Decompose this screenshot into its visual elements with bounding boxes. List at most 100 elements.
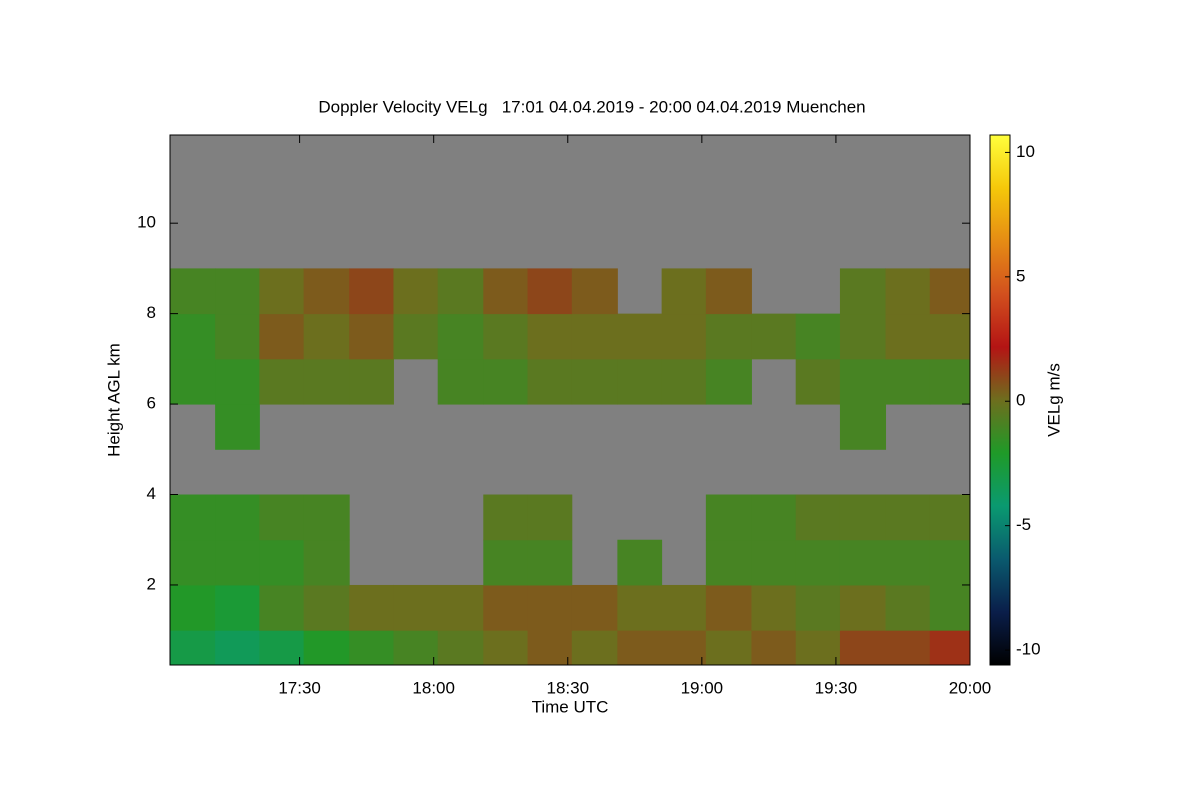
heatmap-cell (751, 313, 797, 360)
x-tick-label: 20:00 (949, 678, 992, 697)
heatmap-cell (215, 630, 260, 665)
heatmap-cell (259, 358, 305, 405)
heatmap-cell (751, 584, 797, 631)
heatmap-cell (929, 358, 970, 405)
heatmap-cell (705, 584, 752, 631)
heatmap-cell (885, 494, 931, 541)
heatmap-cell (751, 539, 797, 586)
heatmap-cell (527, 539, 573, 586)
x-tick-label: 19:00 (681, 678, 724, 697)
heatmap-cell (617, 630, 663, 665)
heatmap-cell (437, 313, 484, 360)
heatmap-cell (527, 494, 573, 541)
heatmap-cell (483, 268, 529, 315)
heatmap-cell (795, 539, 841, 586)
colorbar-tick-label: 10 (1016, 142, 1035, 161)
heatmap-cell (303, 268, 350, 315)
heatmap-cell (795, 358, 841, 405)
y-tick-label: 6 (147, 394, 156, 413)
heatmap-cell (349, 313, 394, 360)
heatmap-cell (303, 584, 350, 631)
heatmap-cell (527, 268, 573, 315)
plot-frame (169, 134, 971, 666)
heatmap-cell (259, 539, 305, 586)
heatmap-cell (795, 494, 841, 541)
heatmap-cell (929, 494, 970, 541)
heatmap-cell (393, 630, 439, 665)
heatmap-cell (393, 268, 439, 315)
heatmap-cell (259, 494, 305, 541)
heatmap-cell (839, 630, 887, 665)
heatmap-cell (483, 539, 529, 586)
heatmap-cell (929, 539, 970, 586)
heatmap-cell (661, 313, 707, 360)
heatmap-cell (661, 584, 707, 631)
heatmap-cell (349, 268, 394, 315)
heatmap-cell (661, 630, 707, 665)
heatmap-cell (705, 358, 752, 405)
heatmap-cell (259, 584, 305, 631)
y-axis-label: Height AGL km (104, 343, 123, 457)
heatmap-cell (617, 539, 663, 586)
heatmap-cell (705, 494, 752, 541)
heatmap-cell (885, 630, 931, 665)
heatmap-cell (571, 313, 618, 360)
heatmap-cell (303, 313, 350, 360)
heatmap-cell (705, 539, 752, 586)
heatmap-cell (215, 358, 260, 405)
y-tick-label: 10 (137, 213, 156, 232)
heatmap-cell (170, 539, 216, 586)
heatmap-cell (259, 268, 305, 315)
heatmap-cell (571, 630, 618, 665)
heatmap-cell (571, 358, 618, 405)
x-tick-label: 18:00 (412, 678, 455, 697)
chart-title: Doppler Velocity VELg 17:01 04.04.2019 -… (318, 97, 865, 116)
heatmap-cells (170, 268, 970, 665)
heatmap-cell (393, 584, 439, 631)
heatmap-cell (437, 584, 484, 631)
heatmap-cell (795, 313, 841, 360)
heatmap-cell (527, 630, 573, 665)
heatmap-cell (617, 358, 663, 405)
heatmap-cell (885, 268, 931, 315)
heatmap-cell (303, 539, 350, 586)
heatmap-cell (349, 630, 394, 665)
x-tick-label: 17:30 (278, 678, 321, 697)
heatmap-cell (751, 630, 797, 665)
heatmap-cell (751, 494, 797, 541)
heatmap-cell (215, 268, 260, 315)
heatmap-cell (259, 313, 305, 360)
heatmap-cell (170, 494, 216, 541)
colorbar-tick-label: 0 (1016, 391, 1025, 410)
heatmap-cell (795, 584, 841, 631)
x-tick-label: 19:30 (815, 678, 858, 697)
heatmap-cell (885, 313, 931, 360)
heatmap-cell (170, 584, 216, 631)
heatmap-cell (483, 313, 529, 360)
heatmap-cell (617, 313, 663, 360)
y-tick-label: 8 (147, 303, 156, 322)
heatmap-cell (839, 358, 887, 405)
heatmap-cell (885, 584, 931, 631)
heatmap-cell (929, 584, 970, 631)
heatmap-cell (303, 358, 350, 405)
heatmap-cell (259, 630, 305, 665)
heatmap-cell (483, 630, 529, 665)
heatmap-cell (215, 539, 260, 586)
x-axis-label: Time UTC (532, 697, 609, 716)
y-tick-label: 2 (147, 574, 156, 593)
heatmap-cell (929, 268, 970, 315)
heatmap-cell (929, 313, 970, 360)
heatmap-cell (215, 584, 260, 631)
heatmap-cell (215, 404, 260, 450)
y-tick-label: 4 (147, 484, 156, 503)
heatmap-cell (705, 313, 752, 360)
heatmap-cell (170, 358, 216, 405)
heatmap-cell (527, 313, 573, 360)
heatmap-cell (349, 584, 394, 631)
heatmap-cell (303, 630, 350, 665)
colorbar (989, 134, 1011, 666)
heatmap-cell (795, 630, 841, 665)
heatmap-cell (215, 313, 260, 360)
